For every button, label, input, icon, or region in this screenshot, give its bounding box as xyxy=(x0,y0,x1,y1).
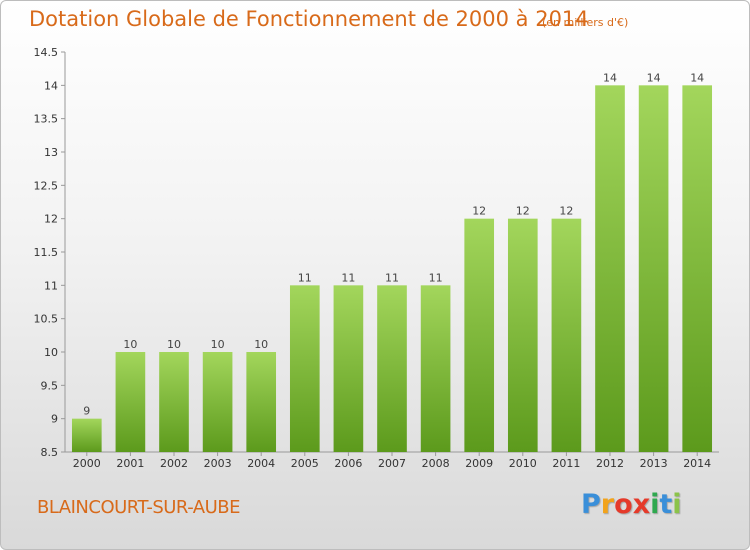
bar-2008 xyxy=(420,285,451,452)
y-tick-label: 14.5 xyxy=(34,46,59,59)
bar-value-label: 14 xyxy=(603,71,617,84)
x-tick-label: 2010 xyxy=(509,457,537,470)
logo-letter: t xyxy=(659,489,673,520)
bar-value-label: 12 xyxy=(472,205,486,218)
x-tick-label: 2001 xyxy=(116,457,144,470)
bar-value-label: 12 xyxy=(559,205,573,218)
y-tick-label: 9 xyxy=(51,413,58,426)
y-tick-label: 13.5 xyxy=(34,113,59,126)
x-tick-label: 2008 xyxy=(422,457,450,470)
x-tick-label: 2012 xyxy=(596,457,624,470)
y-tick-label: 10 xyxy=(44,346,58,359)
y-tick-label: 14 xyxy=(44,79,58,92)
proxiti-logo: Proxiti xyxy=(581,489,682,520)
logo-letter: P xyxy=(581,489,601,520)
x-tick-label: 2011 xyxy=(552,457,580,470)
logo-letter: i xyxy=(650,489,660,520)
bar-2007 xyxy=(377,285,407,452)
y-tick-label: 10.5 xyxy=(34,313,59,326)
y-tick-label: 11.5 xyxy=(34,246,59,259)
y-tick-label: 13 xyxy=(44,146,58,159)
bar-value-label: 10 xyxy=(123,338,137,351)
x-tick-label: 2013 xyxy=(640,457,668,470)
x-tick-label: 2002 xyxy=(160,457,188,470)
bar-value-label: 11 xyxy=(385,271,399,284)
x-tick-label: 2003 xyxy=(204,457,232,470)
bar-2014 xyxy=(682,85,713,452)
bar-value-label: 11 xyxy=(298,271,312,284)
bar-2003 xyxy=(202,352,233,452)
bar-2000 xyxy=(71,418,102,452)
bar-2005 xyxy=(289,285,320,452)
x-tick-label: 2005 xyxy=(291,457,319,470)
y-tick-label: 9.5 xyxy=(41,379,59,392)
bar-2013 xyxy=(638,85,669,452)
y-tick-label: 12 xyxy=(44,213,58,226)
logo-letter: r xyxy=(600,489,615,520)
x-tick-label: 2000 xyxy=(73,457,101,470)
bar-2004 xyxy=(246,352,277,452)
logo-letter: x xyxy=(632,489,651,520)
bar-value-label: 10 xyxy=(211,338,225,351)
x-tick-label: 2004 xyxy=(247,457,275,470)
chart-subtitle: (en milliers d'€) xyxy=(542,16,629,29)
logo-letter: i xyxy=(672,489,682,520)
bar-value-label: 10 xyxy=(254,338,268,351)
bar-2011 xyxy=(551,218,582,452)
y-tick-label: 11 xyxy=(44,279,58,292)
bar-2010 xyxy=(507,218,538,452)
chart-title: Dotation Globale de Fonctionnement de 20… xyxy=(29,7,589,31)
bar-value-label: 12 xyxy=(516,205,530,218)
bar-value-label: 9 xyxy=(83,405,90,418)
x-tick-label: 2007 xyxy=(378,457,406,470)
bar-2012 xyxy=(595,85,625,452)
bar-value-label: 14 xyxy=(647,71,661,84)
bar-2009 xyxy=(464,218,495,452)
bar-value-label: 11 xyxy=(341,271,355,284)
commune-name: BLAINCOURT-SUR-AUBE xyxy=(37,497,241,518)
y-tick-label: 8.5 xyxy=(41,446,59,459)
x-tick-label: 2009 xyxy=(465,457,493,470)
bar-value-label: 11 xyxy=(429,271,443,284)
x-tick-label: 2006 xyxy=(334,457,362,470)
bar-2001 xyxy=(115,352,146,452)
y-tick-label: 12.5 xyxy=(34,179,59,192)
bar-value-label: 14 xyxy=(690,71,704,84)
bar-value-label: 10 xyxy=(167,338,181,351)
bar-2006 xyxy=(333,285,364,452)
x-tick-label: 2014 xyxy=(683,457,711,470)
bar-2002 xyxy=(159,352,189,452)
logo-letter: o xyxy=(614,489,633,520)
